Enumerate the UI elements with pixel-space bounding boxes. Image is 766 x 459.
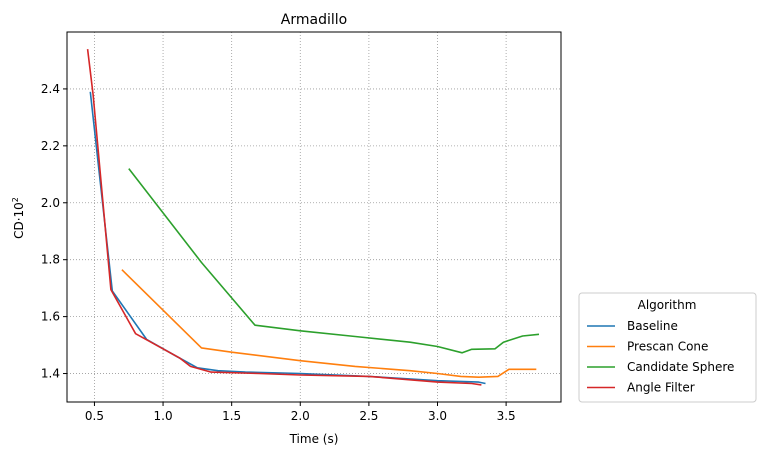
x-tick-label: 0.5 [85,409,104,423]
y-axis: 1.4 1.6 1.8 2.0 2.2 2.4 [41,82,67,381]
series-lines [86,49,540,386]
legend-label: Baseline [627,319,678,333]
legend-title: Algorithm [638,298,697,312]
legend-item-candidate-sphere[interactable]: Candidate Sphere [587,360,734,374]
grid [67,32,561,402]
x-tick-label: 2.5 [359,409,378,423]
legend-label: Candidate Sphere [627,360,734,374]
x-tick-label: 3.5 [497,409,516,423]
legend-label: Prescan Cone [627,340,708,354]
x-axis: 0.5 1.0 1.5 2.0 2.5 3.0 3.5 [85,402,516,423]
plot-frame [66,31,562,403]
legend-item-prescan-cone[interactable]: Prescan Cone [587,340,708,354]
legend-item-angle-filter[interactable]: Angle Filter [587,381,695,395]
y-axis-label: CD·102 [11,197,26,239]
x-tick-label: 2.0 [291,409,310,423]
series-line-prescan-cone [121,269,537,379]
y-axis-label-exponent: 2 [11,197,20,202]
chart-title: Armadillo [281,12,347,28]
legend-item-baseline[interactable]: Baseline [587,319,678,333]
series-line-baseline [89,91,486,385]
y-tick-label: 2.2 [41,139,60,153]
legend-box [578,292,757,403]
x-tick-label: 1.0 [154,409,173,423]
y-axis-label-base: CD·10 [12,202,26,239]
y-tick-label: 1.4 [41,367,60,381]
y-tick-label: 1.6 [41,310,60,324]
x-tick-label: 1.5 [222,409,241,423]
x-axis-label: Time (s) [289,432,339,446]
series-line-angle-filter [86,49,482,386]
y-tick-label: 2.4 [41,82,60,96]
x-tick-label: 3.0 [428,409,447,423]
series-line-candidate-sphere [128,168,540,354]
legend[interactable]: Algorithm Baseline Prescan Cone Candidate … [578,292,757,403]
y-tick-label: 1.8 [41,253,60,267]
legend-label: Angle Filter [627,381,695,395]
legend-items: Baseline Prescan Cone Candidate Sphere Angl… [587,319,734,395]
y-tick-label: 2.0 [41,196,60,210]
